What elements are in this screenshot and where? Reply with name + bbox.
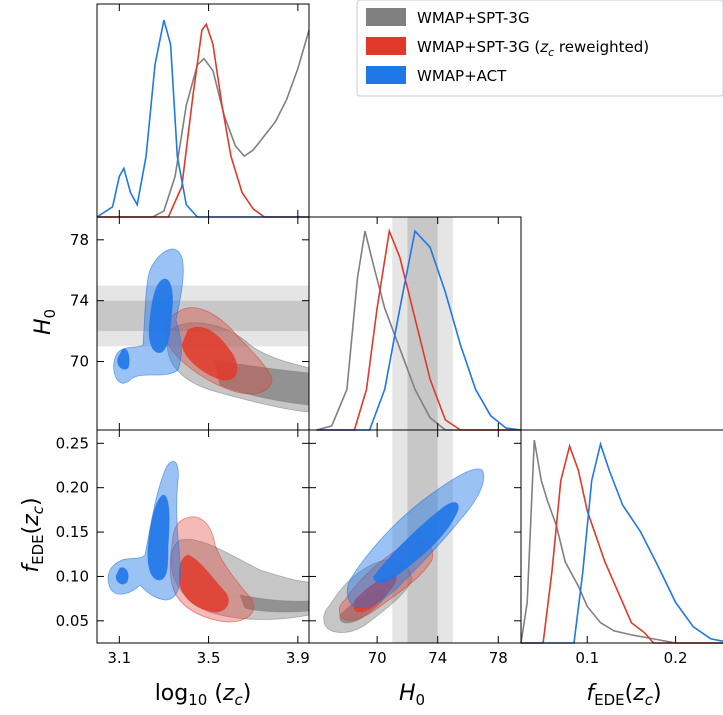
contour-act-zc-h0-inner2 [117,348,130,370]
marginal-curve-s1-fEDE [521,443,723,644]
y-tick-label: 70 [70,353,89,371]
legend-swatch-0 [366,8,406,26]
marginal-curves-layer [96,19,723,644]
y-axis-label-fede: fEDE(zc) [19,497,47,572]
legend-label-2: WMAP+ACT [417,67,507,85]
contour-ect-zc-f-inner [178,554,229,613]
contour-act-zc-f-inner [147,494,170,581]
contour-ect-zc-h0-inner [181,326,238,381]
y-axis-label-h0: H0 [31,309,59,335]
x-axis-label-log10zc: log10 (zc) [155,681,252,709]
marginal-curve-s1-H0 [316,228,521,431]
marginal-curve-s0-fEDE [520,439,723,644]
y-tick-label: 78 [70,231,89,249]
contour-act-zc-f-inner2 [115,567,129,585]
x-tick-label: 78 [489,649,508,667]
x-tick-label: 70 [368,649,387,667]
legend-swatch-2 [366,66,406,84]
x-axis-label-fede: fEDE(zc) [586,681,661,709]
y-tick-label: 0.25 [56,434,89,452]
legend-box [356,0,723,97]
x-tick-label: 3.5 [197,649,221,667]
x-tick-label: 0.2 [664,649,688,667]
x-tick-label: 3.9 [286,649,310,667]
contour-act-h0-f-inner [373,502,459,584]
h0-band-col-outer-r1 [392,217,453,430]
y-tick-label: 0.15 [56,523,89,541]
legend-swatch-1 [366,37,406,55]
x-axis-label-h0: H0 [399,681,425,709]
x-tick-label: 3.1 [107,649,131,667]
x-tick-label: 74 [428,649,447,667]
h0-band-row-inner [97,300,309,332]
legend-label-1: WMAP+SPT-3G (zc reweighted) [417,38,649,59]
panel-frame-2-2 [520,429,723,644]
y-tick-label: 0.20 [56,479,89,497]
marginal-curve-s2-fEDE [521,441,723,644]
marginal-curve-s1-log10zc [97,22,309,218]
y-tick-label: 0.05 [56,612,89,630]
contour-act-zc-h0-inner [148,278,173,353]
marginal-curve-s2-H0 [316,229,522,431]
axes-layer: 3.1 3.5 3.9 70 74 78 70 74 78 0.05 0.10 0.15 0.20 0.2… [19,3,723,709]
legend: WMAP+SPT-3G WMAP+SPT-3G (zc reweighted) WM… [356,0,723,97]
y-tick-label: 74 [70,292,89,310]
contour-layer [107,248,485,633]
marginal-curve-s2-log10zc [96,19,309,218]
x-tick-label: 0.1 [575,649,599,667]
legend-label-0: WMAP+SPT-3G [417,9,530,27]
marginal-curve-s0-H0 [316,230,521,431]
y-tick-label: 0.10 [56,567,89,585]
